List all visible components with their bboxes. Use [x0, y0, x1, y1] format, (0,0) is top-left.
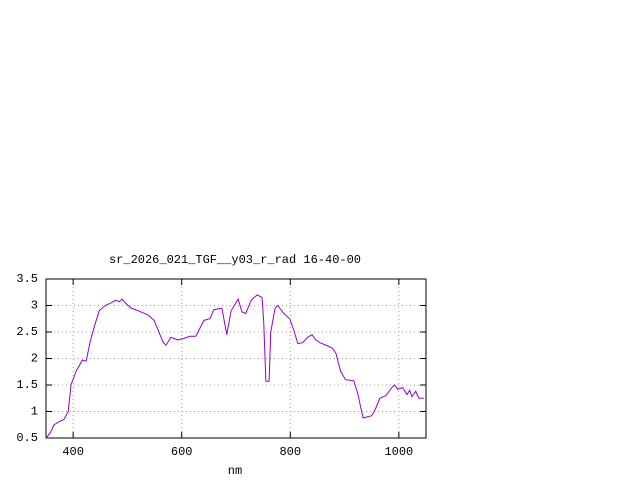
y-tick-label: 0.5	[16, 431, 38, 445]
plot-border	[45, 278, 427, 439]
chart-title: sr_2026_021_TGF__y03_r_rad 16-40-00	[109, 253, 361, 267]
y-tick-label: 3.5	[16, 272, 38, 286]
y-tick-label: 1.5	[16, 378, 38, 392]
x-tick-label: 600	[171, 445, 193, 459]
x-tick-label: 1000	[384, 445, 413, 459]
y-tick-label: 2.5	[16, 325, 38, 339]
y-tick-label: 2	[31, 352, 38, 366]
x-axis-label: nm	[228, 464, 242, 478]
y-tick-label: 1	[31, 405, 38, 419]
x-tick-label: 400	[62, 445, 84, 459]
y-tick-label: 3	[31, 299, 38, 313]
x-tick-label: 800	[279, 445, 301, 459]
data-line	[45, 294, 424, 439]
